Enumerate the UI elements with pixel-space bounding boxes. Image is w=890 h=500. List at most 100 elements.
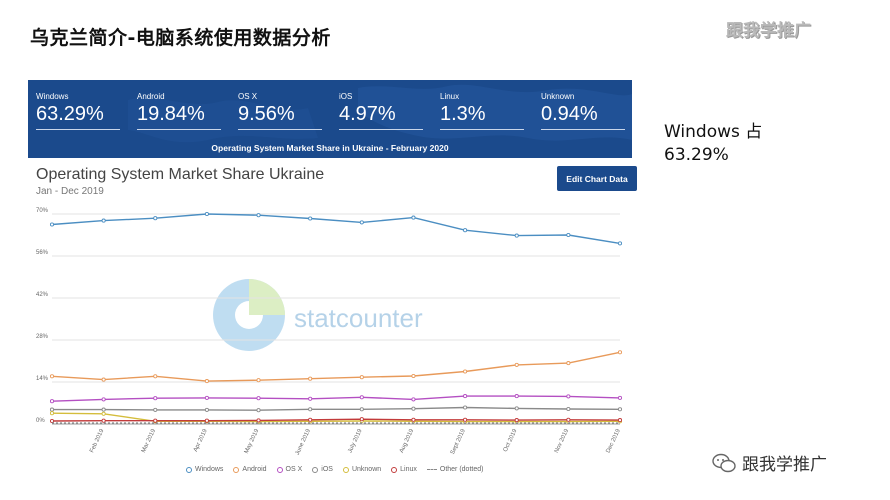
data-point-android[interactable] xyxy=(153,374,158,379)
data-point-os-x[interactable] xyxy=(308,396,313,401)
edit-chart-data-button[interactable]: Edit Chart Data xyxy=(557,166,637,191)
y-tick-label: 42% xyxy=(36,292,49,298)
data-point-os-x[interactable] xyxy=(101,397,106,402)
data-point-android[interactable] xyxy=(101,377,106,382)
data-point-windows[interactable] xyxy=(308,216,313,221)
data-point-ios[interactable] xyxy=(463,405,468,410)
legend-marker-icon xyxy=(342,466,349,473)
legend-marker-icon xyxy=(312,466,319,473)
y-tick-label: 0% xyxy=(36,418,45,424)
data-point-linux[interactable] xyxy=(153,418,158,423)
data-point-windows[interactable] xyxy=(411,215,416,220)
data-point-linux[interactable] xyxy=(411,417,416,422)
x-axis-ticks: Feb 2019 Mar 2019 Apr 2019 May 2019 June 201… xyxy=(89,428,622,457)
data-point-linux[interactable] xyxy=(101,418,106,423)
stat-value: 4.97% xyxy=(339,103,423,130)
data-point-ios[interactable] xyxy=(566,406,571,412)
data-point-linux[interactable] xyxy=(514,418,519,423)
data-point-android[interactable] xyxy=(617,350,623,355)
slide-title: 乌克兰简介-电脑系统使用数据分析 xyxy=(30,27,331,49)
data-point-linux[interactable] xyxy=(617,418,623,423)
data-point-ios[interactable] xyxy=(359,407,364,412)
x-tick-label: Sept 2019 xyxy=(450,428,467,456)
data-point-ios[interactable] xyxy=(256,408,261,413)
data-point-linux[interactable] xyxy=(256,418,261,423)
note-line-1: Windows 占 xyxy=(664,122,763,142)
data-point-os-x[interactable] xyxy=(204,395,209,400)
wechat-icon xyxy=(712,453,736,472)
banner-caption: Operating System Market Share in Ukraine… xyxy=(211,143,449,153)
legend-item-unknown[interactable]: Unknown xyxy=(342,466,382,473)
data-point-windows[interactable] xyxy=(153,216,158,221)
data-point-linux[interactable] xyxy=(359,417,364,422)
data-point-ios[interactable] xyxy=(514,406,519,411)
data-point-os-x[interactable] xyxy=(411,397,416,402)
data-point-unknown[interactable] xyxy=(49,411,55,416)
data-point-windows[interactable] xyxy=(359,220,364,225)
data-point-os-x[interactable] xyxy=(463,394,468,399)
data-point-ios[interactable] xyxy=(411,406,416,411)
data-point-os-x[interactable] xyxy=(49,399,55,404)
legend-item-linux[interactable]: Linux xyxy=(391,466,417,473)
data-point-linux[interactable] xyxy=(204,418,209,423)
data-point-android[interactable] xyxy=(256,378,261,383)
data-point-windows[interactable] xyxy=(617,241,623,246)
legend-item-other[interactable]: Other (dotted) xyxy=(426,466,483,473)
data-point-android[interactable] xyxy=(359,375,364,380)
legend-item-osx[interactable]: OS X xyxy=(276,466,302,473)
data-point-android[interactable] xyxy=(49,374,55,379)
data-point-ios[interactable] xyxy=(153,407,158,412)
data-point-os-x[interactable] xyxy=(256,396,261,401)
data-point-android[interactable] xyxy=(463,369,468,374)
data-point-android[interactable] xyxy=(204,379,209,384)
stat-label: Android xyxy=(137,92,165,101)
x-tick-label: Aug 2019 xyxy=(399,428,416,454)
data-point-android[interactable] xyxy=(411,373,416,379)
data-point-os-x[interactable] xyxy=(359,395,364,400)
legend-label: Windows xyxy=(195,466,224,473)
data-point-windows[interactable] xyxy=(514,233,519,238)
series-line-ios xyxy=(52,406,621,411)
data-point-windows[interactable] xyxy=(566,232,571,238)
x-tick-label: July 2019 xyxy=(347,428,364,454)
watermark-logo-hole xyxy=(235,301,263,329)
data-point-linux[interactable] xyxy=(49,418,55,424)
data-point-windows[interactable] xyxy=(101,218,106,223)
chart-grid xyxy=(52,213,620,425)
data-point-os-x[interactable] xyxy=(617,395,623,400)
data-point-windows[interactable] xyxy=(256,213,261,218)
x-tick-label: June 2019 xyxy=(295,428,313,457)
data-point-ios[interactable] xyxy=(308,407,313,412)
data-point-os-x[interactable] xyxy=(566,394,571,399)
data-point-ios[interactable] xyxy=(49,407,55,412)
data-point-ios[interactable] xyxy=(617,407,623,412)
x-tick-label: Feb 2019 xyxy=(89,428,105,454)
legend-item-android[interactable]: Android xyxy=(233,466,267,473)
data-point-windows[interactable] xyxy=(463,228,468,233)
legend-item-windows[interactable]: Windows xyxy=(186,466,223,473)
legend-item-ios[interactable]: iOS xyxy=(312,466,333,473)
y-tick-label: 28% xyxy=(36,334,49,340)
stat-android: Android 19.84% xyxy=(137,92,227,130)
statcounter-watermark: statcounter xyxy=(213,279,423,351)
stat-label: Linux xyxy=(440,92,460,101)
data-point-unknown[interactable] xyxy=(101,411,106,416)
windows-share-note: Windows 占 63.29% xyxy=(664,121,762,167)
data-point-android[interactable] xyxy=(514,362,519,367)
stats-banner: Windows 63.29% Android 19.84% OS X 9.56%… xyxy=(28,80,632,158)
data-point-windows[interactable] xyxy=(204,211,209,217)
data-point-ios[interactable] xyxy=(204,407,209,412)
data-point-android[interactable] xyxy=(566,361,571,366)
legend-label: Android xyxy=(242,466,267,473)
data-point-windows[interactable] xyxy=(49,222,55,227)
legend-label: Unknown xyxy=(351,466,382,473)
data-point-os-x[interactable] xyxy=(153,396,158,401)
data-point-linux[interactable] xyxy=(463,417,468,422)
data-point-android[interactable] xyxy=(308,376,313,381)
x-tick-label: Mar 2019 xyxy=(141,428,157,454)
data-point-ios[interactable] xyxy=(101,407,106,412)
y-tick-label: 56% xyxy=(36,250,49,256)
data-point-linux[interactable] xyxy=(308,417,313,422)
data-point-linux[interactable] xyxy=(566,417,571,422)
data-point-os-x[interactable] xyxy=(514,394,519,399)
